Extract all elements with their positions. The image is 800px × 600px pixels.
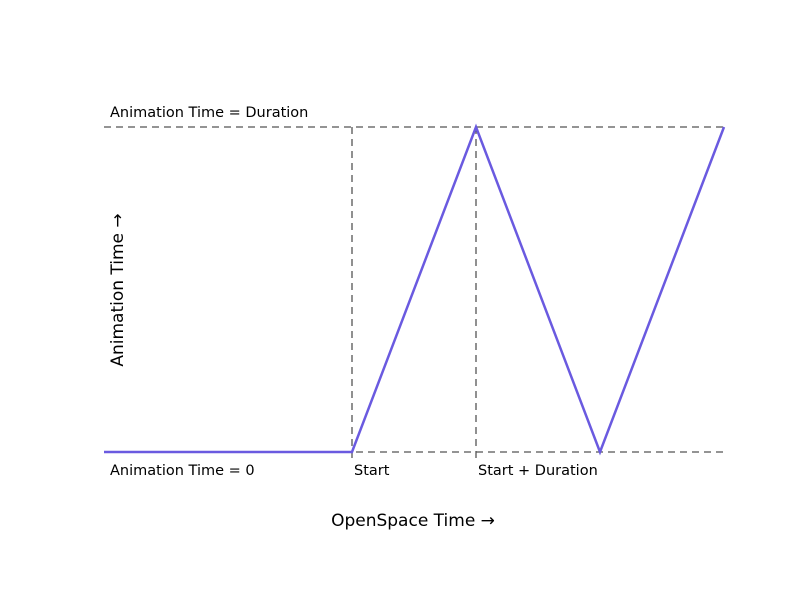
annotations: Animation Time = Duration Animation Time … bbox=[110, 105, 598, 479]
y-axis-label: Animation Time → bbox=[108, 213, 128, 366]
reference-lines bbox=[104, 126, 724, 460]
series-line-0 bbox=[104, 123, 726, 456]
annotation-3: Start + Duration bbox=[478, 463, 598, 479]
series-group bbox=[104, 123, 726, 456]
annotation-1: Animation Time = 0 bbox=[110, 463, 255, 479]
annotation-0: Animation Time = Duration bbox=[110, 105, 308, 121]
x-axis-label: OpenSpace Time → bbox=[331, 511, 495, 531]
annotation-2: Start bbox=[354, 463, 390, 479]
